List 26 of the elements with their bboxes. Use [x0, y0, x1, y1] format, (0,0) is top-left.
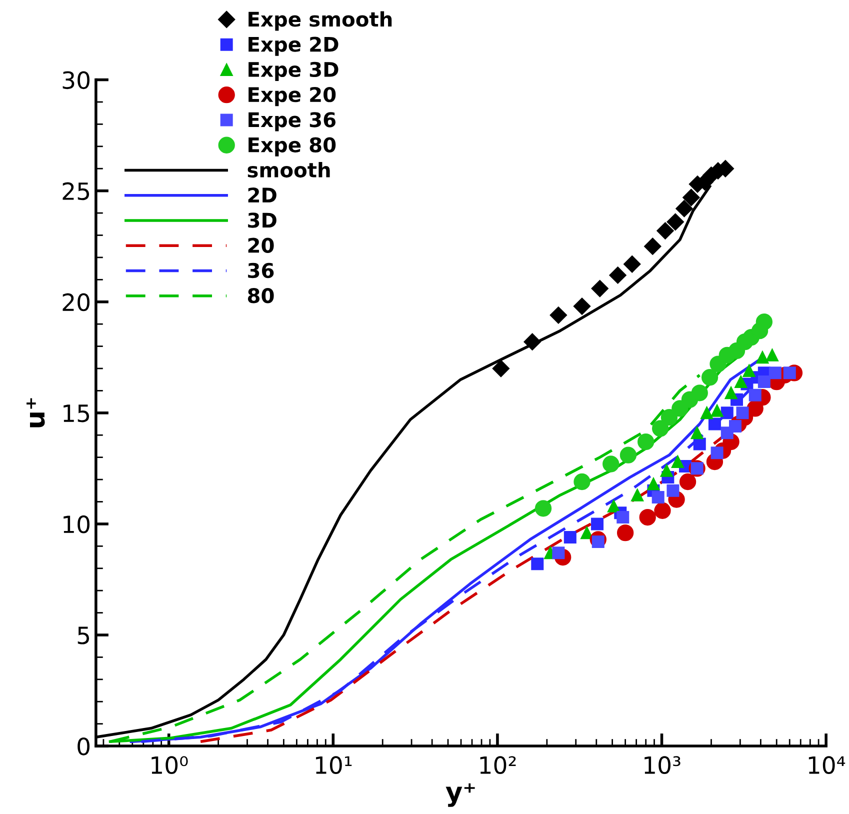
y-axis-title: u⁺ [26, 398, 45, 428]
legend-label: Expe 80 [248, 137, 336, 156]
legend-label: 3D [248, 212, 276, 228]
x-tick-label: 10² [480, 756, 516, 774]
x-tick-label: 10⁴ [808, 756, 846, 774]
x-axis-title: y⁺ [446, 783, 475, 807]
y-tick-label: 0 [78, 737, 90, 756]
legend-label: smooth [248, 162, 330, 178]
legend-label: 36 [248, 262, 274, 278]
x-tick-label: 10³ [644, 756, 680, 774]
y-tick-label: 20 [62, 293, 90, 312]
y-tick-label: 15 [64, 404, 90, 422]
legend-label: Expe 2D [248, 36, 338, 56]
legend-label: 2D [248, 187, 276, 202]
y-tick-label: 25 [62, 182, 90, 200]
legend-label: 80 [248, 288, 274, 304]
x-tick-label: 10⁰ [152, 756, 188, 774]
y-tick-label: 30 [62, 71, 90, 90]
legend-label: Expe 36 [248, 112, 336, 132]
x-tick-label: 10¹ [316, 756, 352, 774]
legend-label: Expe 20 [248, 86, 336, 106]
legend-label: Expe 3D [248, 62, 338, 81]
y-tick-label: 10 [64, 515, 90, 534]
y-tick-label: 5 [78, 626, 90, 644]
legend-label: Expe smooth [248, 11, 392, 31]
legend-label: 20 [248, 238, 274, 253]
